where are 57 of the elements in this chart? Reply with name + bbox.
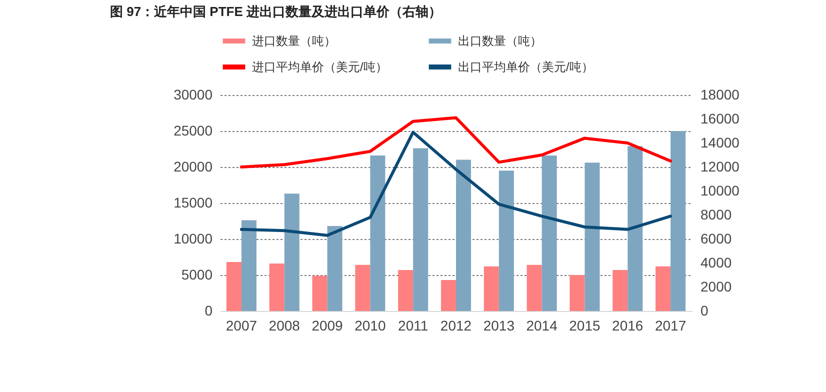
line-series — [240, 116, 672, 168]
x-tick-label: 2015 — [569, 318, 601, 334]
bar — [440, 280, 456, 311]
x-tick-label: 2014 — [526, 318, 558, 334]
x-tick-label: 2011 — [398, 318, 428, 334]
y-tick-label: 20000 — [174, 158, 213, 174]
y-tick-label: 15000 — [174, 194, 213, 210]
bar — [312, 276, 328, 311]
bar — [484, 266, 499, 311]
x-tick-label: 2016 — [612, 318, 644, 334]
y2-tick-label: 4000 — [700, 254, 732, 270]
legend-label: 进口数量（吨） — [252, 34, 336, 48]
y-tick-label: 0 — [204, 302, 213, 318]
bar — [327, 226, 342, 311]
y2-tick-label: 10000 — [700, 182, 740, 198]
bar — [526, 264, 542, 311]
y2-tick-label: 0 — [700, 302, 708, 318]
bar — [284, 194, 300, 311]
y-tick-label: 5000 — [181, 266, 213, 282]
y2-tick-label: 8000 — [700, 206, 732, 222]
bar — [542, 155, 557, 311]
bar — [370, 155, 386, 311]
bar — [226, 262, 242, 311]
y2-tick-label: 14000 — [700, 134, 740, 150]
bar — [241, 220, 256, 311]
x-tick-label: 2007 — [226, 318, 258, 334]
x-tick-label: 2017 — [654, 318, 686, 334]
legend-label: 出口数量（吨） — [458, 34, 542, 48]
bar — [269, 263, 284, 311]
x-tick-label: 2013 — [483, 318, 515, 334]
bar — [398, 270, 414, 311]
bar — [612, 270, 628, 311]
bar — [628, 146, 643, 311]
bar — [355, 264, 370, 311]
bar — [498, 170, 514, 311]
legend-label: 进口平均单价（美元/吨） — [252, 60, 388, 74]
bar — [413, 148, 428, 311]
bar — [584, 162, 600, 311]
x-tick-label: 2008 — [268, 318, 300, 334]
y2-tick-label: 16000 — [700, 110, 740, 126]
bar — [656, 266, 671, 311]
y2-tick-label: 2000 — [700, 278, 732, 294]
x-tick-label: 2010 — [354, 318, 386, 334]
bar — [670, 131, 686, 311]
x-tick-label: 2009 — [312, 318, 344, 334]
y2-tick-label: 18000 — [700, 86, 740, 102]
y-tick-label: 30000 — [174, 86, 213, 102]
y2-tick-label: 6000 — [700, 230, 732, 246]
y-tick-label: 25000 — [174, 122, 213, 138]
bar — [456, 160, 472, 311]
legend-label: 出口平均单价（美元/吨） — [458, 60, 594, 74]
chart-title: 图 97：近年中国 PTFE 进出口数量及进出口单价（右轴） — [110, 4, 442, 19]
y2-tick-label: 12000 — [700, 158, 740, 174]
bar — [570, 275, 585, 311]
x-tick-label: 2012 — [440, 318, 472, 334]
y-tick-label: 10000 — [174, 230, 213, 246]
line-series — [240, 130, 672, 237]
